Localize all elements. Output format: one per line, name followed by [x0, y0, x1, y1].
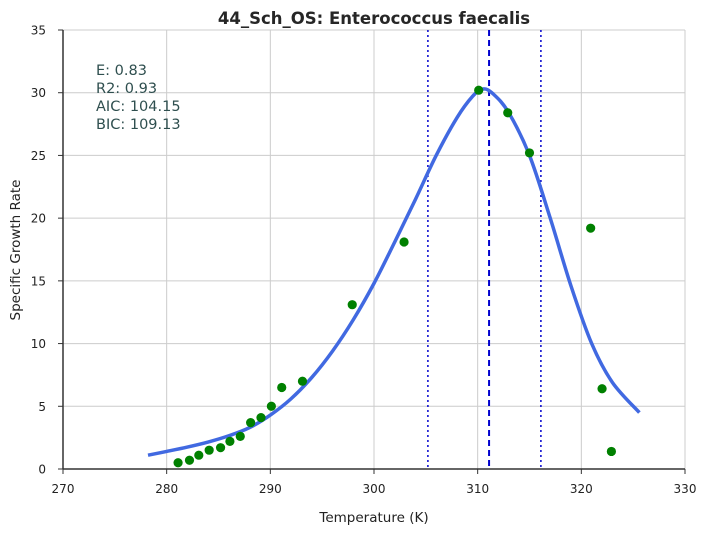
- y-tick-label: 10: [31, 337, 46, 351]
- data-point: [474, 85, 484, 95]
- data-point: [277, 382, 287, 393]
- y-tick-label: 30: [31, 86, 46, 100]
- data-point: [184, 455, 195, 465]
- data-point: [297, 376, 308, 386]
- y-tick-label: 35: [31, 24, 46, 38]
- data-point: [586, 223, 596, 233]
- x-tick-label: 310: [466, 482, 489, 496]
- fit-curve-layer: [147, 87, 641, 457]
- x-tick-labels: 270 280 290 300 310 320 330: [52, 482, 697, 496]
- data-point: [235, 431, 245, 441]
- data-points: [173, 85, 616, 468]
- fit-statistic-label: R2: 0.93: [96, 81, 157, 97]
- data-point: [256, 412, 266, 423]
- y-tick-label: 15: [31, 274, 46, 288]
- data-point: [204, 445, 214, 455]
- y-tick-labels: 0 5 10 15 20 25 30 35: [31, 24, 46, 477]
- data-point: [194, 450, 204, 460]
- vertical-lines: [427, 30, 542, 469]
- data-point: [606, 446, 616, 457]
- data-point: [347, 300, 357, 310]
- data-point: [524, 148, 535, 158]
- y-axis-title: Specific Growth Rate: [8, 180, 24, 321]
- fit-statistic-label: E: 0.83: [96, 63, 147, 79]
- data-point: [597, 384, 607, 394]
- x-tick-label: 270: [52, 482, 75, 496]
- x-tick-label: 300: [363, 482, 386, 496]
- x-tick-label: 320: [570, 482, 593, 496]
- y-tick-label: 25: [31, 149, 46, 163]
- x-tick-label: 280: [155, 482, 178, 496]
- axes: [58, 29, 686, 474]
- y-tick-label: 20: [31, 212, 46, 226]
- x-tick-label: 330: [674, 482, 697, 496]
- data-point: [266, 401, 276, 411]
- data-point: [225, 436, 235, 447]
- data-point: [173, 458, 183, 468]
- fitted-curve: [147, 87, 641, 457]
- y-tick-label: 0: [38, 463, 46, 477]
- x-axis-title: Temperature (K): [318, 510, 428, 526]
- fit-statistic-label: BIC: 109.13: [96, 117, 181, 133]
- x-tick-label: 290: [259, 482, 282, 496]
- chart-title: 44_Sch_OS: Enterococcus faecalis: [218, 9, 530, 28]
- data-point: [399, 237, 409, 247]
- y-tick-label: 5: [38, 400, 46, 414]
- data-point: [246, 417, 256, 428]
- data-point: [503, 108, 513, 118]
- fit-statistics: E: 0.83 R2: 0.93 AIC: 104.15 BIC: 109.13: [96, 63, 181, 133]
- data-point: [215, 443, 226, 453]
- fit-statistic-label: AIC: 104.15: [96, 99, 181, 115]
